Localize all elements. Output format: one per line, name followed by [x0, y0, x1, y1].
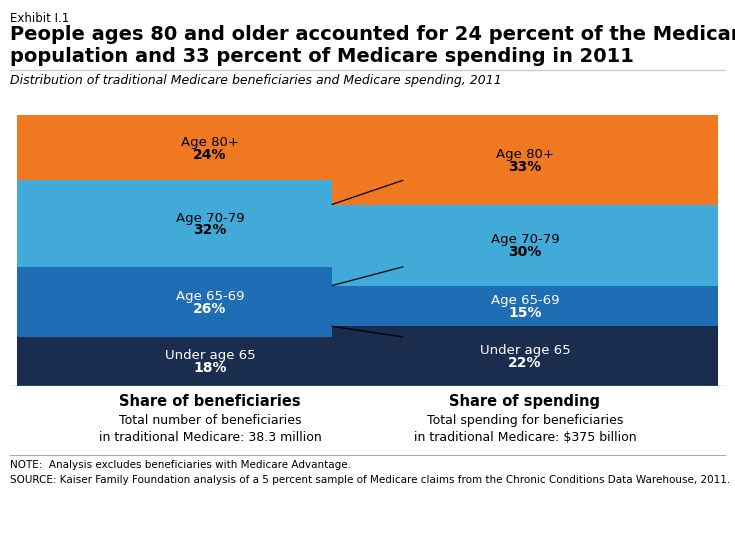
- Text: KAISER: KAISER: [651, 501, 703, 514]
- Text: 26%: 26%: [193, 301, 226, 316]
- Text: 22%: 22%: [508, 356, 542, 370]
- Bar: [331, 204, 718, 285]
- Text: Under age 65: Under age 65: [165, 349, 255, 363]
- Bar: [17, 267, 404, 337]
- Text: 33%: 33%: [509, 160, 542, 174]
- Bar: [17, 180, 404, 267]
- Text: in traditional Medicare: $375 billion: in traditional Medicare: $375 billion: [414, 431, 637, 445]
- Text: Age 65-69: Age 65-69: [491, 294, 559, 307]
- Text: in traditional Medicare: 38.3 million: in traditional Medicare: 38.3 million: [98, 431, 321, 445]
- Text: People ages 80 and older accounted for 24 percent of the Medicare: People ages 80 and older accounted for 2…: [10, 25, 735, 44]
- Text: 18%: 18%: [193, 361, 227, 375]
- Text: Age 70-79: Age 70-79: [176, 212, 244, 225]
- Bar: [331, 285, 718, 326]
- Text: FOUNDATION: FOUNDATION: [653, 530, 700, 536]
- Text: SOURCE: Kaiser Family Foundation analysis of a 5 percent sample of Medicare clai: SOURCE: Kaiser Family Foundation analysi…: [10, 475, 730, 485]
- Text: Share of spending: Share of spending: [450, 394, 600, 409]
- Text: 32%: 32%: [193, 223, 226, 237]
- Bar: [331, 326, 718, 386]
- Text: Total number of beneficiaries: Total number of beneficiaries: [119, 414, 301, 428]
- Text: THE HENRY J.: THE HENRY J.: [655, 491, 699, 496]
- Text: Distribution of traditional Medicare beneficiaries and Medicare spending, 2011: Distribution of traditional Medicare ben…: [10, 74, 501, 88]
- Text: 30%: 30%: [509, 245, 542, 259]
- Text: Under age 65: Under age 65: [480, 344, 570, 357]
- Text: Age 65-69: Age 65-69: [176, 290, 244, 303]
- Text: NOTE:  Analysis excludes beneficiaries with Medicare Advantage.: NOTE: Analysis excludes beneficiaries wi…: [10, 460, 351, 470]
- Bar: [331, 115, 718, 204]
- Text: Total spending for beneficiaries: Total spending for beneficiaries: [427, 414, 623, 428]
- Text: Age 70-79: Age 70-79: [491, 233, 559, 246]
- Bar: [17, 337, 404, 386]
- Text: Exhibit I.1: Exhibit I.1: [10, 12, 69, 25]
- Text: FAMILY: FAMILY: [653, 514, 701, 527]
- Text: Share of beneficiaries: Share of beneficiaries: [119, 394, 301, 409]
- Text: 24%: 24%: [193, 148, 227, 161]
- Text: Age 80+: Age 80+: [496, 148, 554, 161]
- Text: 15%: 15%: [508, 306, 542, 320]
- Text: Age 80+: Age 80+: [181, 136, 239, 149]
- Bar: [17, 115, 404, 180]
- Text: population and 33 percent of Medicare spending in 2011: population and 33 percent of Medicare sp…: [10, 47, 634, 66]
